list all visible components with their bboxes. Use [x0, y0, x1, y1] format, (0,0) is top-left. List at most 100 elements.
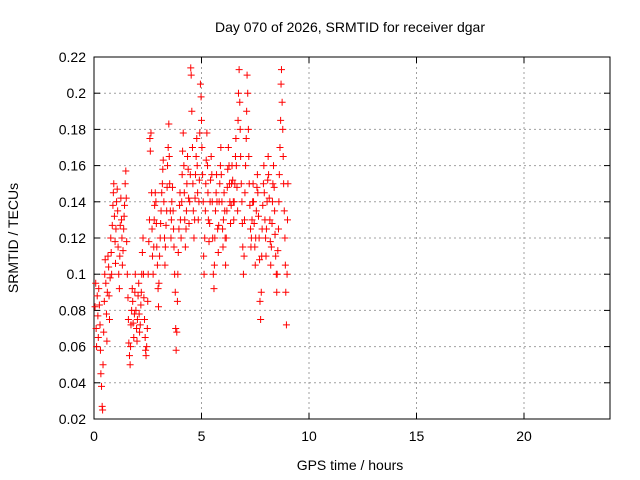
data-point [222, 234, 230, 242]
data-point [114, 207, 122, 215]
data-point [181, 243, 189, 251]
data-point [215, 221, 223, 229]
y-tick-label: 0.02 [59, 411, 86, 427]
data-point [217, 144, 225, 151]
data-point [271, 230, 279, 238]
data-point [108, 270, 116, 278]
data-point [173, 328, 181, 336]
data-point [232, 134, 240, 142]
data-point [99, 361, 107, 369]
data-point [204, 189, 212, 197]
data-point [149, 270, 157, 278]
data-point [216, 180, 224, 188]
data-point [172, 325, 180, 332]
data-point [146, 134, 154, 142]
data-point [190, 234, 198, 242]
data-point [238, 198, 246, 206]
data-point [207, 153, 215, 161]
data-point [194, 189, 202, 197]
y-tick-label: 0.18 [59, 121, 86, 137]
data-point [103, 288, 111, 296]
data-point [243, 71, 251, 79]
data-point [161, 234, 169, 242]
data-point [172, 346, 180, 354]
data-point [113, 185, 121, 193]
data-point [135, 310, 143, 318]
data-point [193, 162, 201, 170]
data-point [130, 334, 138, 342]
data-point [113, 198, 121, 206]
data-point [199, 198, 207, 206]
data-point [175, 225, 183, 233]
data-point [177, 234, 185, 242]
data-point [196, 129, 204, 137]
data-point [151, 189, 159, 197]
data-point [277, 66, 285, 74]
x-tick-label: 20 [516, 428, 532, 444]
data-point [188, 144, 196, 151]
data-point [200, 270, 208, 278]
data-point [280, 207, 288, 215]
data-point [104, 252, 112, 260]
data-point [234, 89, 242, 97]
data-point [230, 216, 238, 224]
data-point [200, 252, 208, 260]
y-tick-label: 0.1 [67, 266, 87, 282]
data-point [132, 306, 140, 314]
data-point [242, 134, 250, 142]
x-tick-label: 5 [198, 428, 206, 444]
data-point [138, 248, 146, 256]
data-point [191, 194, 199, 202]
y-tick-label: 0.2 [67, 85, 87, 101]
data-point [118, 234, 126, 242]
data-points [91, 64, 292, 414]
data-point [279, 125, 287, 133]
data-point [277, 116, 285, 124]
data-point [184, 165, 192, 173]
data-point [93, 292, 101, 300]
data-point [91, 303, 99, 311]
data-point [273, 288, 281, 296]
data-point [141, 334, 149, 342]
data-point [133, 337, 141, 345]
data-point [257, 288, 265, 296]
data-point [192, 153, 200, 161]
data-point [243, 107, 251, 115]
data-point [252, 207, 260, 215]
data-point [108, 221, 116, 229]
data-point [246, 201, 254, 209]
data-point [112, 259, 119, 267]
data-point [99, 406, 107, 414]
data-point [137, 288, 145, 296]
data-point [151, 201, 159, 209]
data-point [162, 221, 170, 229]
data-point [154, 285, 162, 293]
data-point [205, 238, 213, 246]
data-point [158, 180, 166, 188]
data-point [121, 180, 129, 188]
data-point [230, 198, 238, 206]
y-tick-label: 0.16 [59, 158, 86, 174]
data-point [233, 183, 241, 191]
data-point [183, 180, 191, 188]
data-point [281, 261, 289, 269]
x-tick-label: 10 [301, 428, 317, 444]
data-point [220, 189, 228, 197]
data-point [250, 220, 258, 228]
data-point [124, 294, 132, 302]
y-tick-label: 0.14 [59, 194, 86, 210]
data-point [123, 270, 131, 278]
data-point [217, 171, 225, 179]
data-point [129, 297, 137, 305]
data-point [144, 297, 152, 305]
data-point [95, 301, 103, 309]
data-point [157, 220, 165, 228]
data-point [199, 171, 207, 179]
data-point [275, 198, 283, 206]
data-point [102, 310, 110, 318]
data-point [125, 339, 133, 347]
data-point [265, 171, 273, 179]
data-point [279, 153, 287, 161]
data-point [127, 343, 135, 351]
data-point [274, 247, 282, 255]
